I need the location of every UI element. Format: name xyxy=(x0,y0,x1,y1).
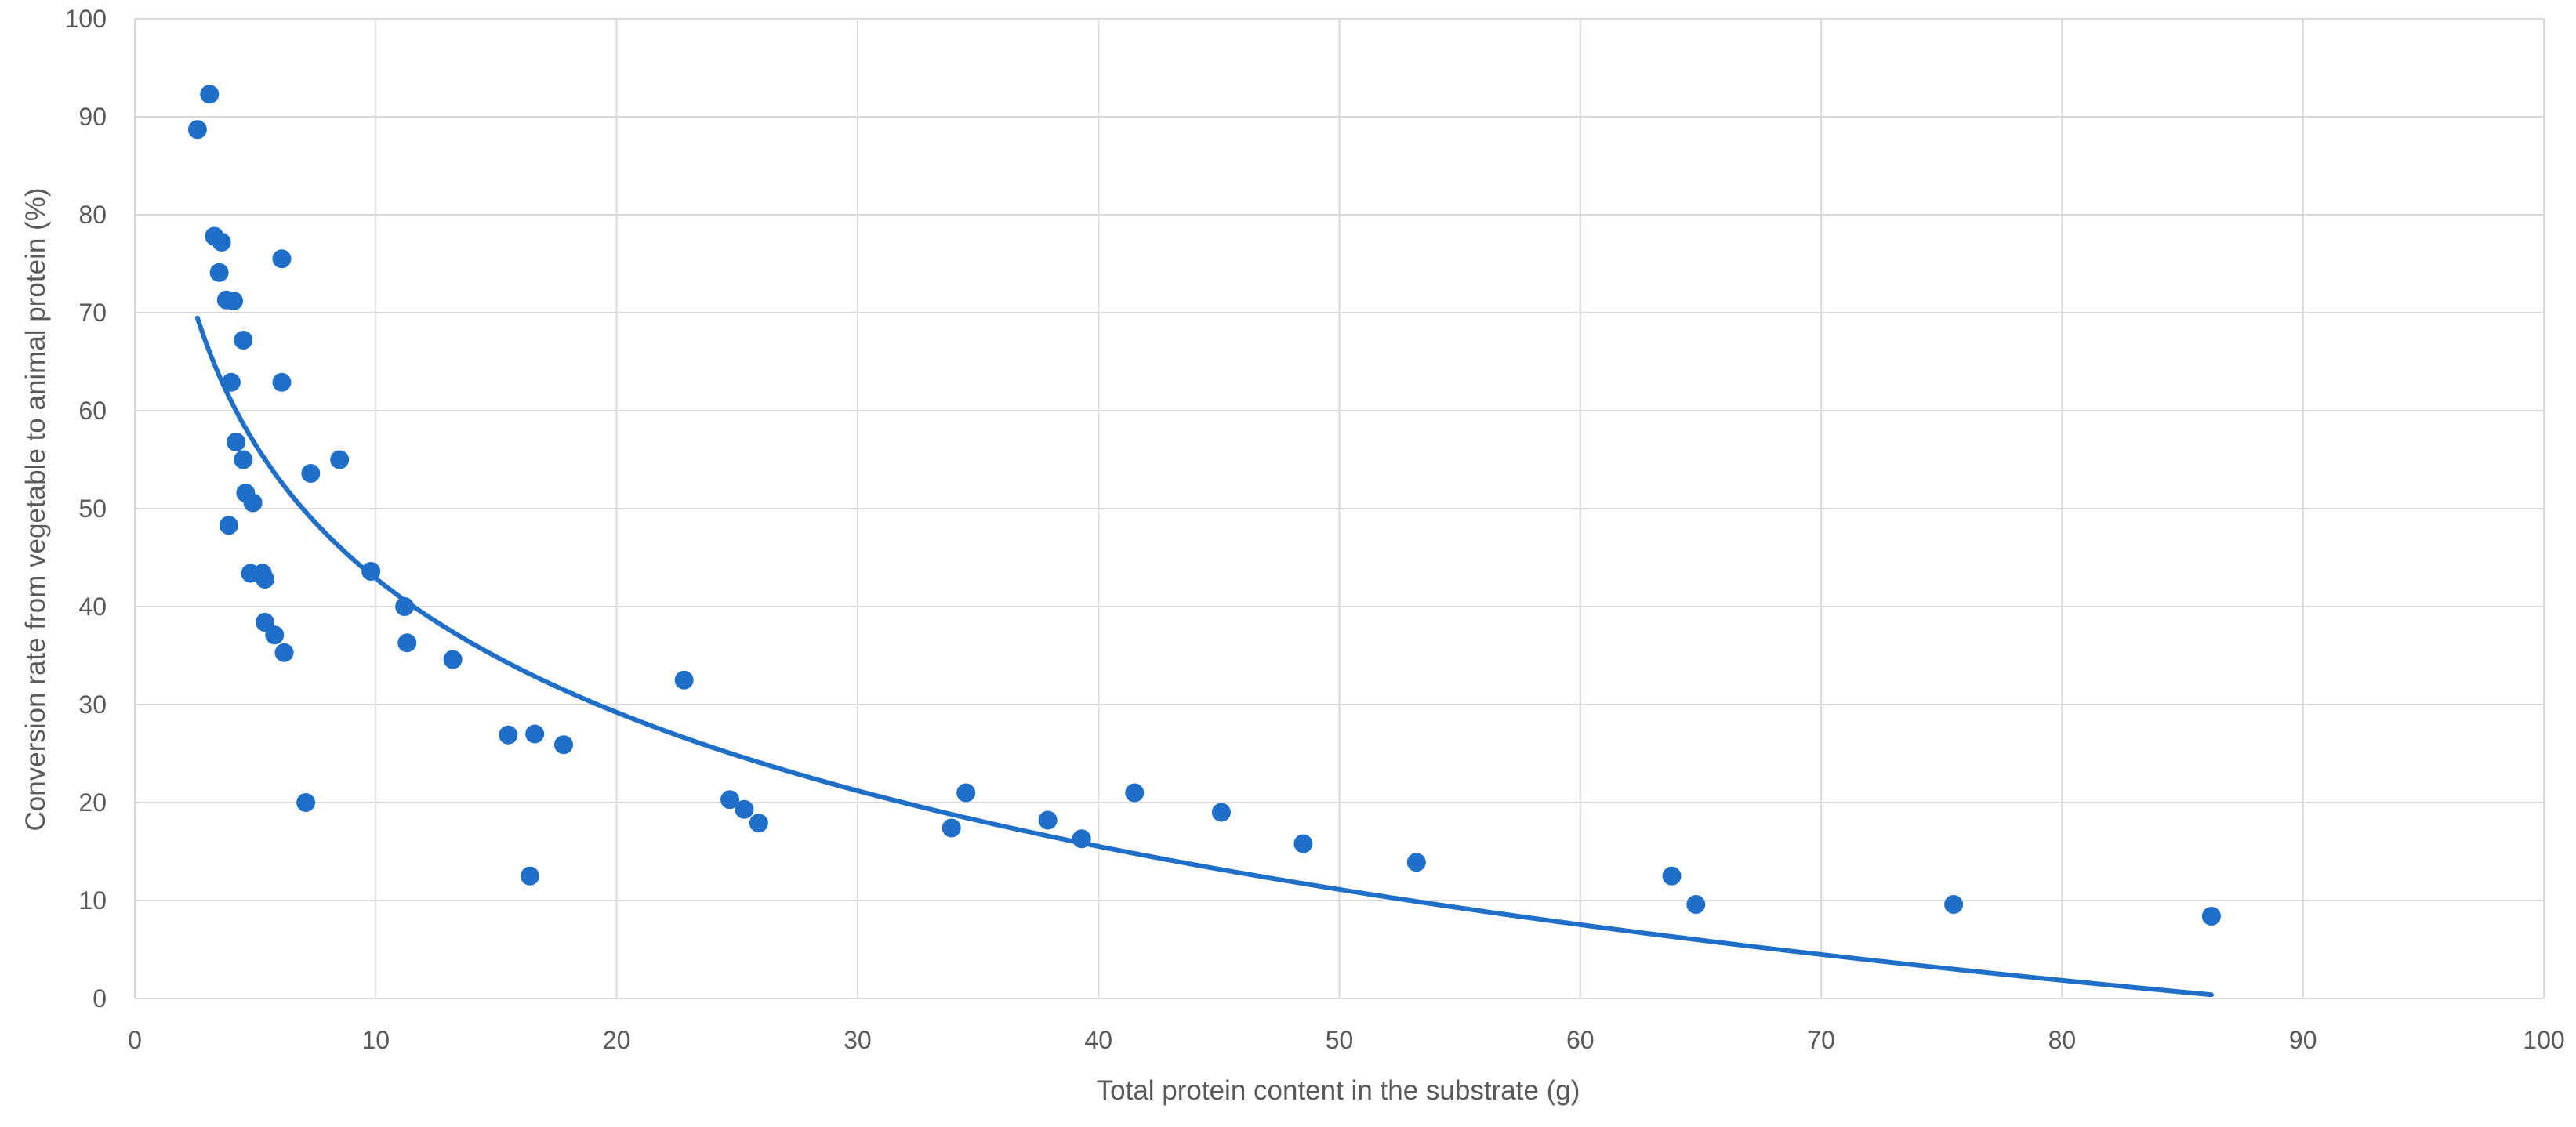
x-tick-label: 100 xyxy=(2523,1026,2564,1054)
x-axis-ticks: 0 10 20 30 40 50 60 70 80 90 100 xyxy=(128,1026,2565,1054)
x-tick-label: 30 xyxy=(844,1026,872,1054)
data-point xyxy=(1944,895,1964,914)
y-tick-label: 50 xyxy=(78,495,107,523)
data-point xyxy=(243,493,263,513)
y-tick-label: 30 xyxy=(78,690,107,719)
logarithmic-trendline xyxy=(194,315,2214,998)
y-tick-label: 80 xyxy=(78,201,107,229)
data-point xyxy=(1406,853,1426,872)
data-point xyxy=(749,814,768,833)
x-tick-label: 60 xyxy=(1566,1026,1595,1054)
data-point xyxy=(1038,810,1058,830)
data-point xyxy=(330,450,350,469)
data-point xyxy=(443,650,463,669)
x-tick-label: 90 xyxy=(2289,1026,2317,1054)
data-point xyxy=(265,625,285,645)
data-point xyxy=(219,516,238,535)
y-tick-label: 0 xyxy=(93,984,107,1013)
data-point xyxy=(187,120,207,140)
x-tick-label: 50 xyxy=(1326,1026,1354,1054)
trendline-layer xyxy=(194,315,2214,998)
data-point xyxy=(553,735,573,755)
data-point xyxy=(234,331,253,350)
data-point xyxy=(1293,834,1313,853)
data-points xyxy=(187,85,2221,926)
data-point xyxy=(301,464,321,483)
y-tick-label: 20 xyxy=(78,788,107,817)
y-axis-ticks: 0 10 20 30 40 50 60 70 80 90 100 xyxy=(65,5,107,1013)
x-tick-label: 20 xyxy=(603,1026,631,1054)
data-point xyxy=(221,372,241,392)
data-point xyxy=(942,818,961,838)
data-point xyxy=(255,570,274,589)
y-tick-label: 90 xyxy=(78,103,107,131)
data-point xyxy=(296,793,316,812)
data-point xyxy=(1072,829,1091,849)
x-tick-label: 80 xyxy=(2048,1026,2077,1054)
data-point xyxy=(227,433,246,451)
data-point xyxy=(525,724,545,744)
data-point xyxy=(361,562,381,581)
data-point xyxy=(223,292,243,310)
data-point xyxy=(212,233,231,252)
data-point xyxy=(395,597,415,616)
data-point xyxy=(274,643,294,662)
data-point xyxy=(720,790,740,810)
x-tick-label: 0 xyxy=(128,1026,142,1054)
y-tick-label: 10 xyxy=(78,886,107,915)
data-point xyxy=(735,799,754,819)
data-point xyxy=(234,450,253,469)
x-axis-title: Total protein content in the substrate (… xyxy=(1097,1075,1580,1106)
data-point xyxy=(520,866,539,886)
data-point xyxy=(2201,907,2221,926)
data-point xyxy=(209,263,229,282)
data-point xyxy=(1211,803,1231,822)
data-point xyxy=(272,372,292,392)
data-point xyxy=(272,249,292,269)
x-tick-label: 70 xyxy=(1807,1026,1835,1054)
x-tick-label: 40 xyxy=(1084,1026,1112,1054)
data-point xyxy=(200,85,220,104)
y-tick-label: 100 xyxy=(65,5,107,33)
data-point xyxy=(499,725,518,745)
data-point xyxy=(956,783,976,803)
data-point xyxy=(1662,866,1682,886)
y-tick-label: 40 xyxy=(78,592,107,621)
data-point xyxy=(1686,895,1706,914)
data-point xyxy=(397,633,417,653)
y-axis-title: Conversion rate from vegetable to animal… xyxy=(20,188,51,832)
x-tick-label: 10 xyxy=(362,1026,390,1054)
data-point xyxy=(255,613,274,632)
data-point xyxy=(1125,783,1145,803)
y-tick-label: 70 xyxy=(78,299,107,327)
gridlines xyxy=(134,18,2545,999)
y-tick-label: 60 xyxy=(78,397,107,425)
data-point xyxy=(674,670,694,690)
